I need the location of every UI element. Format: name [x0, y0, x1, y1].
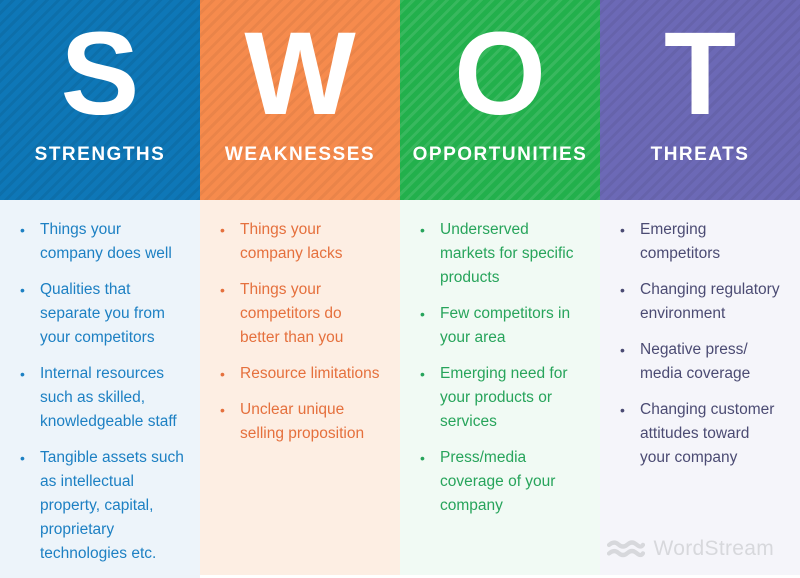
- list-item: Tangible assets such as intellectual pro…: [18, 446, 192, 566]
- threats-list: Emerging competitors Changing regulatory…: [618, 218, 792, 470]
- list-item-text: Internal resources such as skilled, know…: [40, 365, 177, 430]
- list-item-text: Qualities that separate you from your co…: [40, 281, 165, 346]
- column-threats: T THREATS Emerging competitors Changing …: [600, 0, 800, 575]
- strengths-letter: S: [60, 8, 140, 140]
- list-item-text: Emerging competitors: [640, 221, 721, 262]
- waves-icon: [606, 540, 645, 558]
- list-item: Changing regulatory environment: [618, 278, 792, 326]
- threats-title: THREATS: [650, 144, 750, 165]
- opportunities-letter: O: [454, 8, 546, 140]
- threats-body: Emerging competitors Changing regulatory…: [600, 200, 800, 575]
- opportunities-body: Underserved markets for specific product…: [400, 200, 600, 575]
- weaknesses-header: W WEAKNESSES: [200, 0, 400, 200]
- weaknesses-letter: W: [244, 8, 356, 140]
- list-item-text: Unclear unique selling proposition: [240, 401, 365, 442]
- list-item-text: Things your company lacks: [240, 221, 343, 262]
- list-item: Emerging need for your products or servi…: [418, 362, 592, 434]
- weaknesses-body: Things your company lacks Things your co…: [200, 200, 400, 575]
- list-item-text: Resource limitations: [240, 365, 380, 382]
- opportunities-header: O OPPORTUNITIES: [400, 0, 600, 200]
- list-item: Resource limitations: [218, 362, 392, 386]
- list-item-text: Underserved markets for specific product…: [440, 221, 574, 286]
- list-item: Internal resources such as skilled, know…: [18, 362, 192, 434]
- wordstream-logo: WordStream: [606, 537, 774, 561]
- list-item-text: Changing regulatory environment: [640, 281, 780, 322]
- list-item-text: Things your company does well: [40, 221, 172, 262]
- list-item: Unclear unique selling proposition: [218, 398, 392, 446]
- opportunities-list: Underserved markets for specific product…: [418, 218, 592, 518]
- column-opportunities: O OPPORTUNITIES Underserved markets for …: [400, 0, 600, 575]
- list-item-text: Negative press/ media coverage: [640, 341, 751, 382]
- strengths-list: Things your company does well Qualities …: [18, 218, 192, 566]
- list-item-text: Changing customer attitudes toward your …: [640, 401, 775, 466]
- list-item: Press/media coverage of your company: [418, 446, 592, 518]
- column-weaknesses: W WEAKNESSES Things your company lacks T…: [200, 0, 400, 575]
- list-item: Changing customer attitudes toward your …: [618, 398, 792, 470]
- threats-letter: T: [663, 8, 737, 140]
- weaknesses-list: Things your company lacks Things your co…: [218, 218, 392, 446]
- list-item: Things your competitors do better than y…: [218, 278, 392, 350]
- list-item-text: Press/media coverage of your company: [440, 449, 556, 514]
- list-item-text: Emerging need for your products or servi…: [440, 365, 568, 430]
- brand-name: WordStream: [653, 537, 774, 560]
- list-item: Things your company does well: [18, 218, 192, 266]
- list-item: Underserved markets for specific product…: [418, 218, 592, 290]
- weaknesses-title: WEAKNESSES: [224, 144, 376, 165]
- strengths-body: Things your company does well Qualities …: [0, 200, 200, 578]
- list-item-text: Things your competitors do better than y…: [240, 281, 344, 346]
- list-item: Things your company lacks: [218, 218, 392, 266]
- list-item: Few competitors in your area: [418, 302, 592, 350]
- strengths-title: STRENGTHS: [34, 144, 166, 165]
- list-item: Negative press/ media coverage: [618, 338, 792, 386]
- threats-header: T THREATS: [600, 0, 800, 200]
- list-item-text: Tangible assets such as intellectual pro…: [40, 449, 184, 562]
- list-item-text: Few competitors in your area: [440, 305, 571, 346]
- opportunities-title: OPPORTUNITIES: [412, 144, 588, 165]
- strengths-header: S STRENGTHS: [0, 0, 200, 200]
- list-item: Emerging competitors: [618, 218, 792, 266]
- column-strengths: S STRENGTHS Things your company does wel…: [0, 0, 200, 578]
- list-item: Qualities that separate you from your co…: [18, 278, 192, 350]
